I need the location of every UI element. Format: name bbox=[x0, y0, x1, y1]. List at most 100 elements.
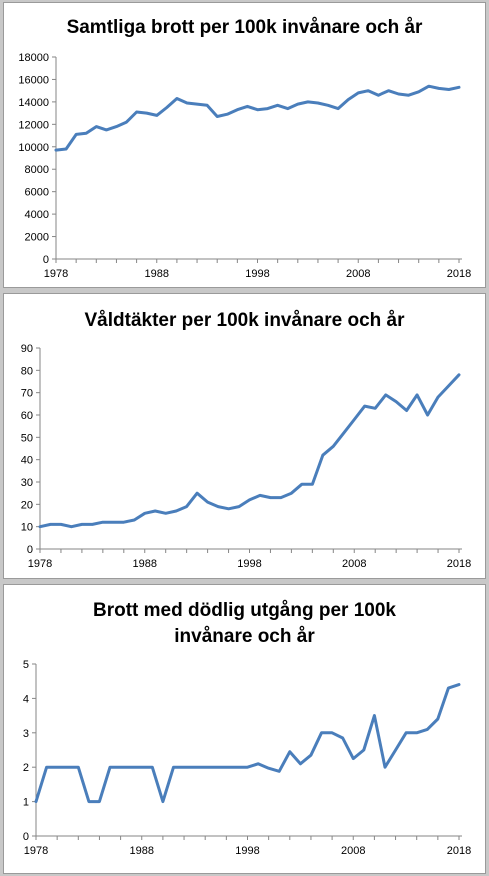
chart-title-line: Brott med dödlig utgång per 100k bbox=[93, 600, 396, 621]
x-tick-label: 1978 bbox=[28, 558, 52, 570]
data-point bbox=[238, 505, 241, 508]
data-point bbox=[98, 800, 101, 803]
x-tick-label: 1988 bbox=[130, 845, 154, 857]
y-tick-label: 0 bbox=[23, 831, 29, 843]
chart-panel-samtliga-brott: Samtliga brott per 100k invånare och år … bbox=[3, 2, 486, 288]
y-tick-label: 2 bbox=[23, 762, 29, 774]
x-tick-label: 2008 bbox=[341, 845, 365, 857]
data-point bbox=[256, 108, 259, 111]
data-point bbox=[341, 736, 344, 739]
data-point bbox=[405, 409, 408, 412]
data-point bbox=[367, 89, 370, 92]
x-tick-label: 1988 bbox=[133, 558, 157, 570]
data-point bbox=[426, 414, 429, 417]
data-point bbox=[374, 407, 377, 410]
data-point bbox=[155, 114, 158, 117]
data-point bbox=[267, 767, 270, 770]
data-point bbox=[56, 766, 59, 769]
data-point bbox=[91, 523, 94, 526]
y-tick-label: 6000 bbox=[25, 187, 49, 199]
data-point bbox=[342, 431, 345, 434]
y-tick-label: 0 bbox=[27, 544, 33, 556]
data-point bbox=[77, 766, 80, 769]
y-tick-label: 10000 bbox=[18, 142, 49, 154]
data-point bbox=[216, 115, 219, 118]
data-point bbox=[407, 94, 410, 97]
y-tick-label: 18000 bbox=[18, 52, 49, 64]
data-point bbox=[164, 512, 167, 515]
data-point bbox=[225, 766, 228, 769]
data-point bbox=[458, 373, 461, 376]
x-tick-label: 1978 bbox=[44, 268, 68, 280]
data-point bbox=[235, 766, 238, 769]
data-point bbox=[185, 102, 188, 105]
axis-lines bbox=[55, 57, 462, 260]
data-point bbox=[206, 104, 209, 107]
data-point bbox=[299, 762, 302, 765]
data-point bbox=[373, 714, 376, 717]
data-point bbox=[185, 505, 188, 508]
data-point bbox=[35, 800, 38, 803]
x-tick-label: 2018 bbox=[447, 268, 471, 280]
data-point bbox=[55, 149, 58, 152]
data-point bbox=[175, 510, 178, 513]
data-point bbox=[145, 112, 148, 115]
data-point bbox=[119, 766, 122, 769]
data-point bbox=[133, 518, 136, 521]
data-point bbox=[290, 492, 293, 495]
data-point bbox=[70, 525, 73, 528]
x-tick-label: 2018 bbox=[447, 558, 471, 570]
data-point bbox=[175, 97, 178, 100]
data-point bbox=[101, 521, 104, 524]
data-point bbox=[125, 121, 128, 124]
data-point bbox=[226, 113, 229, 116]
data-point bbox=[353, 418, 356, 421]
data-point bbox=[105, 128, 108, 131]
data-point bbox=[405, 731, 408, 734]
chart-title: Brott med dödlig utgång per 100k invånar… bbox=[4, 598, 485, 650]
data-point bbox=[65, 148, 68, 151]
y-tick-label: 20 bbox=[21, 499, 33, 511]
data-point bbox=[306, 100, 309, 103]
data-point bbox=[165, 106, 168, 109]
data-point bbox=[458, 86, 461, 89]
data-point bbox=[436, 718, 439, 721]
y-tick-label: 3 bbox=[23, 728, 29, 740]
data-point bbox=[384, 393, 387, 396]
series-line bbox=[54, 84, 461, 152]
data-point bbox=[447, 384, 450, 387]
data-point bbox=[311, 483, 314, 486]
chart-title-line: invånare och år bbox=[174, 626, 315, 647]
data-point bbox=[75, 133, 78, 136]
data-point bbox=[357, 91, 360, 94]
data-point bbox=[85, 132, 88, 135]
data-point bbox=[115, 125, 118, 128]
x-tick-label: 1998 bbox=[245, 268, 269, 280]
data-point bbox=[426, 728, 429, 731]
data-point bbox=[143, 512, 146, 515]
series-line bbox=[34, 683, 461, 804]
data-point bbox=[437, 87, 440, 90]
data-point bbox=[258, 494, 261, 497]
data-point bbox=[269, 496, 272, 499]
chart-panel-dodligt-vald: Brott med dödlig utgång per 100k invånar… bbox=[3, 584, 486, 874]
y-tick-label: 5 bbox=[23, 659, 29, 671]
data-point bbox=[416, 393, 419, 396]
y-tick-label: 4 bbox=[23, 693, 29, 705]
data-point bbox=[296, 103, 299, 106]
data-point bbox=[59, 523, 62, 526]
data-point bbox=[278, 770, 281, 773]
data-point bbox=[161, 800, 164, 803]
data-point bbox=[266, 107, 269, 110]
data-point bbox=[246, 766, 249, 769]
y-tick-label: 1 bbox=[23, 797, 29, 809]
y-tick-label: 10 bbox=[21, 522, 33, 534]
data-point bbox=[437, 396, 440, 399]
data-point bbox=[377, 94, 380, 97]
data-point bbox=[196, 492, 199, 495]
data-point bbox=[387, 89, 390, 92]
y-tick-label: 4000 bbox=[25, 209, 49, 221]
y-tick-label: 14000 bbox=[18, 97, 49, 109]
data-point bbox=[347, 98, 350, 101]
data-point bbox=[236, 108, 239, 111]
